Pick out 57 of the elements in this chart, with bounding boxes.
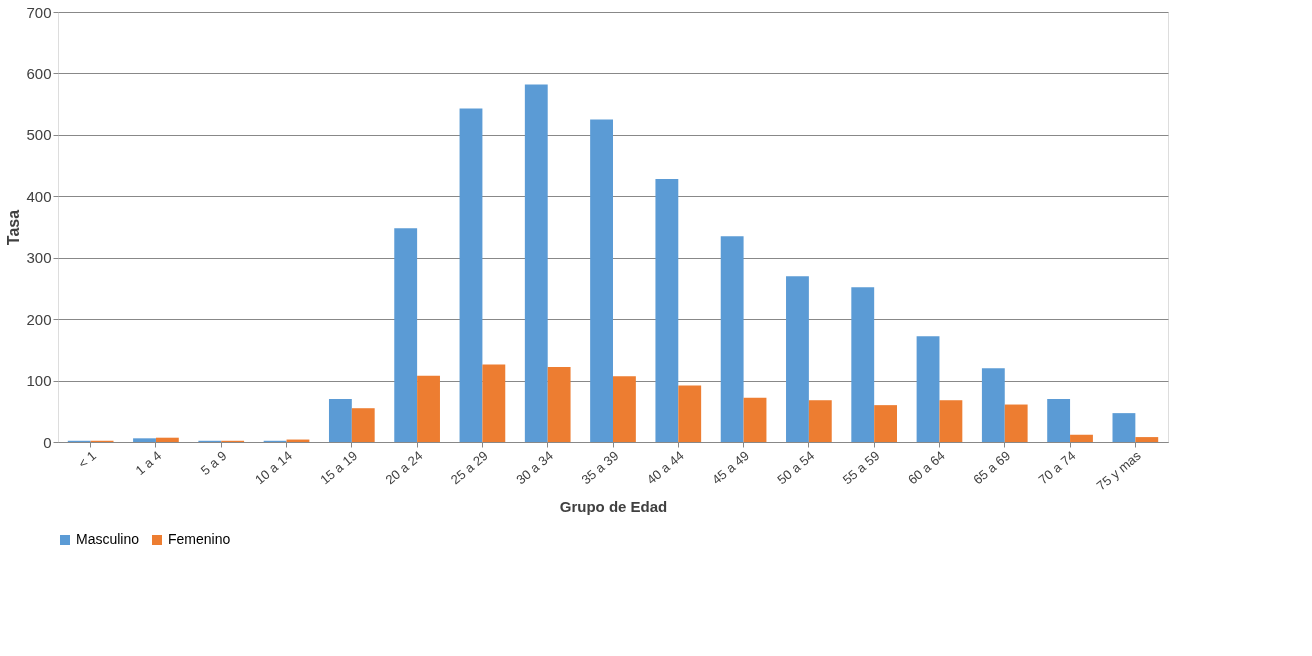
bar (351, 408, 375, 442)
x-tick-label: 65 a 69 (970, 447, 1014, 488)
y-tick-label: 500 (26, 126, 52, 144)
bar (155, 437, 179, 442)
bar (1135, 437, 1159, 442)
bar (808, 400, 832, 442)
x-tick-label: 75 y mas (1093, 447, 1145, 494)
x-tick-label: 10 a 14 (252, 447, 295, 488)
y-tick-label: 100 (26, 372, 52, 390)
x-tick-label: 1 a 4 (132, 447, 165, 479)
bar (874, 405, 898, 442)
y-tick-label: 700 (26, 3, 52, 21)
x-tick-label: 5 a 9 (197, 447, 230, 479)
y-tick-label: 0 (43, 433, 52, 451)
bar (720, 236, 744, 442)
x-tick-label: 60 a 64 (904, 447, 948, 488)
y-tick-label: 200 (26, 310, 52, 328)
x-tick-label: 15 a 19 (317, 447, 361, 488)
y-tick-label: 600 (26, 64, 52, 82)
bar (1070, 434, 1093, 442)
bar (678, 385, 702, 442)
bar (1112, 413, 1136, 442)
y-tick-label: 400 (26, 187, 52, 205)
x-tick-label: 70 a 74 (1035, 447, 1079, 488)
bar (590, 119, 613, 442)
x-tick-label: < 1 (75, 447, 99, 472)
bar (547, 367, 571, 442)
bar (613, 376, 636, 442)
bar (851, 287, 875, 442)
x-axis-title: Grupo de Edad (559, 497, 668, 515)
legend-label: Femenino (168, 531, 231, 547)
bar (524, 84, 548, 442)
bar (786, 276, 809, 442)
x-tick-label: 50 a 54 (774, 447, 818, 488)
x-tick-label: 40 a 44 (643, 447, 687, 488)
bar (328, 399, 352, 442)
x-tick-label: 45 a 49 (709, 447, 752, 488)
bar (1047, 399, 1071, 442)
bar (939, 400, 963, 442)
x-tick-label: 20 a 24 (382, 447, 426, 488)
bar (981, 368, 1005, 442)
bar (482, 364, 506, 442)
legend-label: Masculino (76, 531, 140, 547)
x-tick-label: 35 a 39 (578, 447, 622, 488)
bar (394, 228, 418, 442)
bar (916, 336, 940, 442)
y-tick-label: 300 (26, 249, 52, 267)
bar (1004, 404, 1028, 442)
bar (417, 375, 440, 442)
bar (743, 397, 767, 442)
x-tick-label: 25 a 29 (447, 447, 491, 488)
bar (459, 108, 483, 442)
x-tick-label: 30 a 34 (513, 447, 557, 488)
bar (133, 438, 156, 442)
bar (655, 179, 679, 442)
x-tick-label: 55 a 59 (839, 447, 883, 488)
y-axis-title: Tasa (5, 209, 23, 246)
